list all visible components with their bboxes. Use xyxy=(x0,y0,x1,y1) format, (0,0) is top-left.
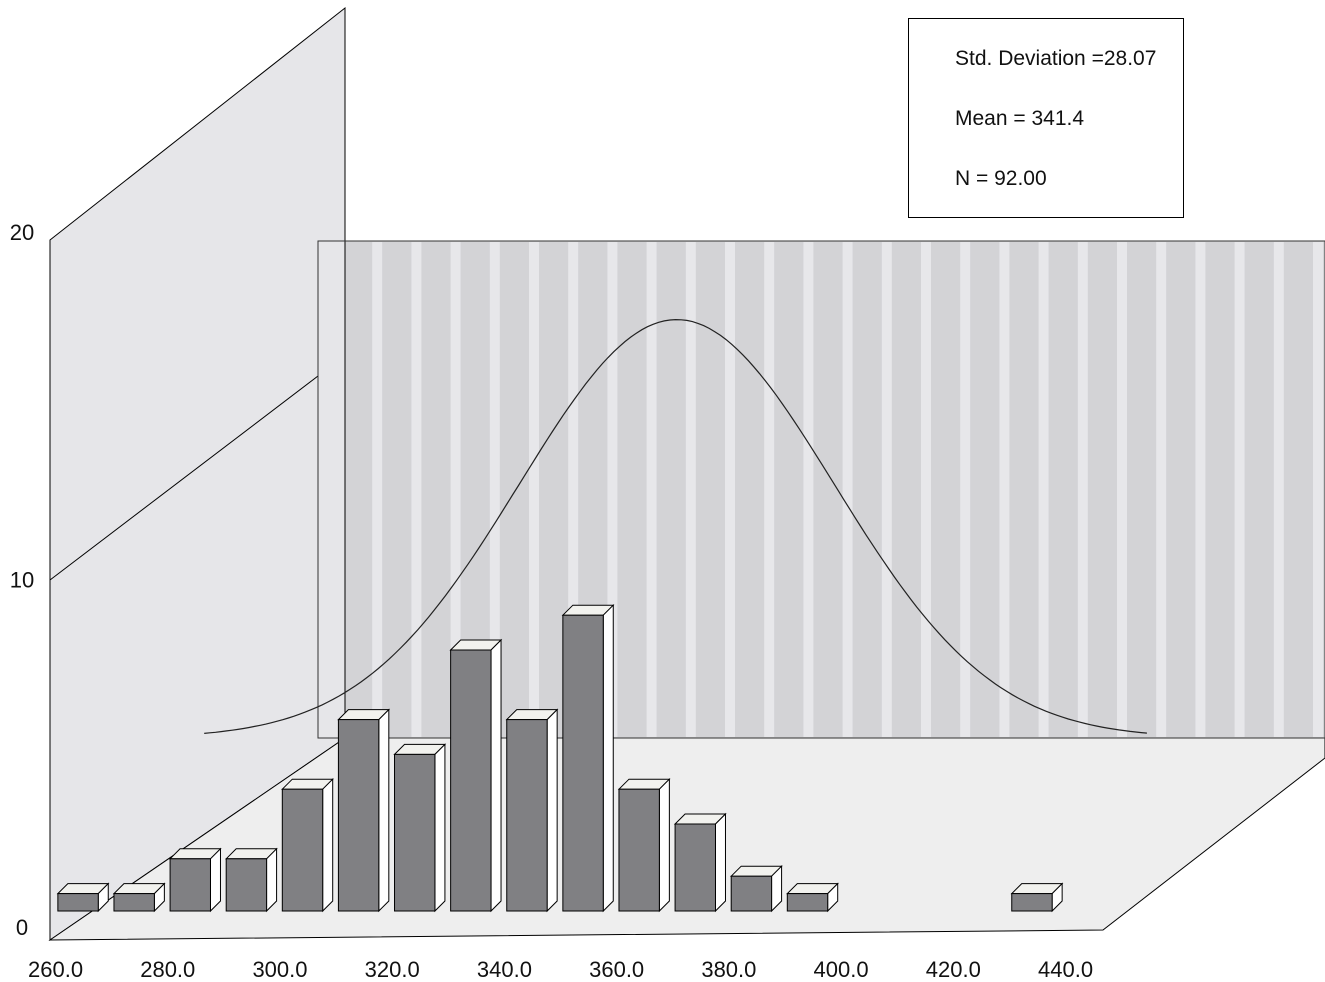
bar-front-face xyxy=(225,858,268,912)
wall-stripe xyxy=(1117,242,1127,737)
wall-stripe xyxy=(568,242,579,737)
bar-front-face xyxy=(674,823,716,912)
wall-stripe xyxy=(1273,242,1284,737)
ticks-layer: 260.0 280.0 300.0 320.0 340.0 360.0 380.0 400.0… xyxy=(10,220,1093,982)
normal-curve xyxy=(204,318,1147,734)
statistics-box: Std. Deviation =28.07 Mean = 341.4 N = 9… xyxy=(908,18,1184,218)
side-gridline xyxy=(49,375,319,581)
bar-side-face xyxy=(658,777,670,913)
bar-side-face xyxy=(266,847,278,913)
bar-front-face xyxy=(281,788,324,912)
wall-stripe xyxy=(803,242,814,737)
bar-front-face xyxy=(786,893,829,912)
x-tick-label: 380.0 xyxy=(701,957,756,982)
wall-stripe xyxy=(1234,242,1245,737)
histogram-bar xyxy=(281,777,334,913)
wall-stripe xyxy=(1038,242,1049,737)
bar-side-face xyxy=(714,812,726,913)
x-tick-label: 280.0 xyxy=(140,957,195,982)
y-tick-label: 10 xyxy=(10,568,34,593)
mean-label: Mean = 341.4 xyxy=(955,107,1085,130)
bar-front-face xyxy=(394,753,436,912)
histogram-bar xyxy=(786,882,839,913)
wall-stripe xyxy=(529,242,539,737)
wall-stripe xyxy=(1156,242,1167,737)
wall-stripe xyxy=(764,242,775,737)
histogram-bar xyxy=(56,882,110,913)
back-wall-stripes xyxy=(333,242,1323,737)
bar-side-face xyxy=(490,638,502,913)
bar-front-face xyxy=(562,614,604,912)
wall-stripe xyxy=(1195,242,1206,737)
wall-stripe xyxy=(372,242,383,737)
wall-stripe xyxy=(450,242,461,737)
std-deviation-label: Std. Deviation =28.07 xyxy=(955,47,1157,70)
wall-stripe xyxy=(646,242,657,737)
back-wall-frame xyxy=(317,240,1325,739)
bar-front-face xyxy=(113,893,155,912)
bar-side-face xyxy=(209,847,221,913)
x-tick-label: 340.0 xyxy=(477,957,532,982)
bar-front-face xyxy=(618,788,660,912)
histogram-bar xyxy=(729,864,783,913)
x-tick-label: 440.0 xyxy=(1038,957,1093,982)
histogram-bar xyxy=(505,708,559,913)
bar-front-face xyxy=(1011,893,1053,912)
x-tick-label: 400.0 xyxy=(814,957,869,982)
bar-side-face xyxy=(434,743,446,913)
bar-side-face xyxy=(602,603,614,913)
histogram-bar xyxy=(337,708,391,913)
n-label: N = 92.00 xyxy=(955,167,1047,190)
wall-stripe xyxy=(881,242,892,737)
x-tick-label: 300.0 xyxy=(252,957,307,982)
wall-stripe xyxy=(725,242,735,737)
wall-stripe xyxy=(960,242,971,737)
x-tick-label: 260.0 xyxy=(28,957,83,982)
histogram-bar xyxy=(1010,882,1064,913)
y-tick-label: 0 xyxy=(16,915,28,940)
y-tick-label: 20 xyxy=(10,220,34,245)
histogram-bar xyxy=(617,777,671,913)
wall-stripe xyxy=(607,242,618,737)
bar-front-face xyxy=(506,719,548,912)
bar-side-face xyxy=(322,777,334,913)
wall-stripe xyxy=(685,242,696,737)
wall-stripe xyxy=(411,242,422,737)
bar-side-face xyxy=(378,708,390,913)
bars-layer xyxy=(56,603,1064,913)
wall-stripe xyxy=(921,242,931,737)
wall-stripe xyxy=(1313,242,1323,737)
wall-stripe xyxy=(489,242,500,737)
wall-stripe xyxy=(999,242,1010,737)
x-tick-label: 360.0 xyxy=(589,957,644,982)
x-tick-label: 420.0 xyxy=(926,957,981,982)
bar-front-face xyxy=(450,649,492,912)
x-tick-label: 320.0 xyxy=(365,957,420,982)
histogram-bar xyxy=(168,847,222,913)
histogram-bar xyxy=(224,847,278,913)
histogram-bar xyxy=(449,638,503,913)
histogram-bar xyxy=(393,743,447,913)
bar-front-face xyxy=(730,875,773,912)
wall-stripe xyxy=(842,242,853,737)
histogram-bar xyxy=(561,603,615,913)
bar-front-face xyxy=(337,719,380,912)
bar-side-face xyxy=(546,708,558,913)
histogram-bar xyxy=(112,882,166,913)
bar-front-face xyxy=(169,858,211,912)
histogram-bar xyxy=(673,812,727,913)
bar-front-face xyxy=(57,893,99,912)
normal-curve-layer xyxy=(204,318,1147,734)
wall-stripe xyxy=(1077,242,1088,737)
